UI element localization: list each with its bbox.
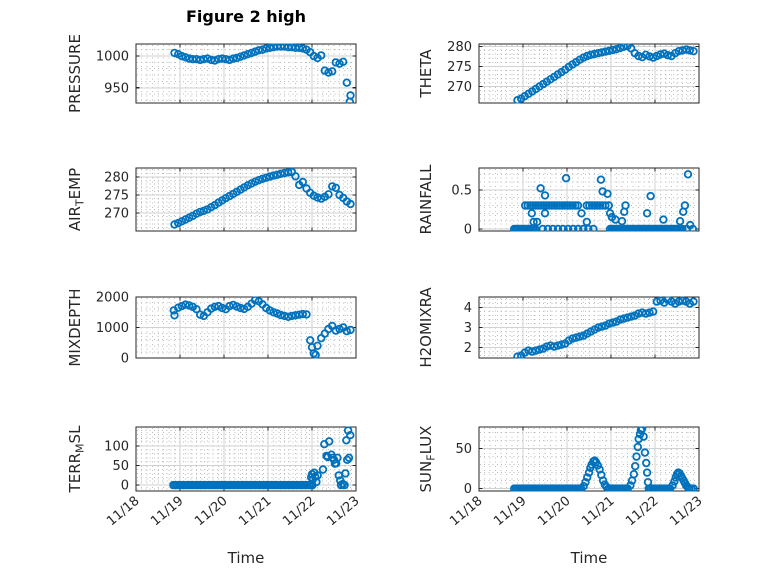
tick-marks <box>135 44 357 103</box>
axes-box <box>478 167 700 232</box>
subplot-h2omixra: 2 3 4 H2OMIXRA <box>417 287 700 368</box>
x-tick-label: 11/19 <box>491 494 529 530</box>
subplot-mixdepth: 0 1000 2000 MIXDEPTH <box>66 288 357 367</box>
x-tick-label: 11/18 <box>104 494 142 530</box>
y-tick-label: 0 <box>121 479 129 494</box>
x-axis-label-right: Time <box>570 549 608 567</box>
y-tick-label: 950 <box>104 81 129 96</box>
data-points <box>169 426 355 490</box>
y-tick-label: 0 <box>464 482 472 497</box>
y-tick-label: 270 <box>447 80 472 95</box>
x-tick-label: 11/20 <box>535 494 573 530</box>
y-tick-label: 275 <box>104 189 129 204</box>
subplot-air-temp: 270 275 280 AIRTEMP <box>66 167 357 232</box>
tick-marks <box>478 297 700 358</box>
x-tick-label: 11/23 <box>324 494 362 530</box>
tick-marks <box>478 44 700 103</box>
y-tick-label: 0 <box>121 352 129 367</box>
x-tick-label: 11/22 <box>623 494 661 530</box>
tick-marks <box>135 296 357 359</box>
x-tick-label: 11/21 <box>579 494 617 530</box>
y-tick-label: 100 <box>104 440 129 455</box>
axes-box <box>478 43 700 104</box>
x-tick-label: 11/20 <box>192 494 230 530</box>
subplot-terr-msl: 0 50 100 11/18 11/19 11/20 11/21 11/22 11/23 TERR… <box>66 425 363 529</box>
x-tick-label: 11/18 <box>447 494 485 530</box>
data-points <box>169 296 355 359</box>
x-tick-label: 11/22 <box>280 494 318 530</box>
data-points <box>513 296 698 359</box>
y-axis-label-pressure: PRESSURE <box>66 34 84 113</box>
y-axis-label-rainfall: RAINFALL <box>417 164 435 235</box>
y-tick-label: 280 <box>104 171 129 186</box>
subplot-sun-flux: 0 50 11/18 11/19 11/20 11/21 11/22 11/23 SUNFLUX <box>417 426 706 530</box>
y-tick-label: 270 <box>104 207 129 222</box>
axes-box <box>478 426 700 492</box>
data-points <box>513 43 698 104</box>
x-tick-label: 11/21 <box>236 494 274 530</box>
axes-box <box>135 426 357 492</box>
y-tick-label: 0.5 <box>451 183 472 198</box>
y-tick-label: 280 <box>447 40 472 55</box>
x-tick-label: 11/23 <box>667 494 705 530</box>
y-tick-label: 3 <box>464 321 472 336</box>
y-axis-label-air-temp: AIRTEMP <box>66 168 87 231</box>
y-tick-label: 50 <box>455 442 472 457</box>
major-grid <box>479 297 699 358</box>
major-grid <box>136 297 356 358</box>
y-tick-label: 2000 <box>96 291 129 306</box>
y-tick-label: 4 <box>464 301 472 316</box>
axes-box <box>135 167 357 232</box>
data-points <box>170 43 355 104</box>
y-tick-label: 275 <box>447 60 472 75</box>
subplot-rainfall: 0 0.5 RAINFALL <box>417 164 700 237</box>
subplot-pressure: 950 1000 PRESSURE <box>66 34 357 113</box>
tick-marks <box>135 168 357 231</box>
figure-title: Figure 2 high <box>186 7 306 26</box>
data-points <box>510 426 698 492</box>
y-tick-label: 1000 <box>96 321 129 336</box>
y-axis-label-theta: THETA <box>417 49 435 99</box>
subplot-theta: 270 275 280 THETA <box>417 40 700 104</box>
axes-box <box>135 43 357 104</box>
y-axis-label-sun-flux: SUNFLUX <box>417 426 438 493</box>
minor-grid <box>137 428 355 490</box>
y-tick-label: 1000 <box>96 50 129 65</box>
y-tick-label: 2 <box>464 341 472 356</box>
y-axis-label-mixdepth: MIXDEPTH <box>66 288 84 366</box>
y-axis-label-terr-msl: TERRMSL <box>66 425 87 494</box>
x-tick-label: 11/19 <box>148 494 186 530</box>
x-axis-label-left: Time <box>227 549 265 567</box>
y-tick-label: 0 <box>464 222 472 237</box>
y-tick-label: 50 <box>112 459 129 474</box>
data-points <box>170 167 355 229</box>
data-points <box>510 170 697 232</box>
y-axis-label-h2omixra: H2OMIXRA <box>417 287 435 368</box>
